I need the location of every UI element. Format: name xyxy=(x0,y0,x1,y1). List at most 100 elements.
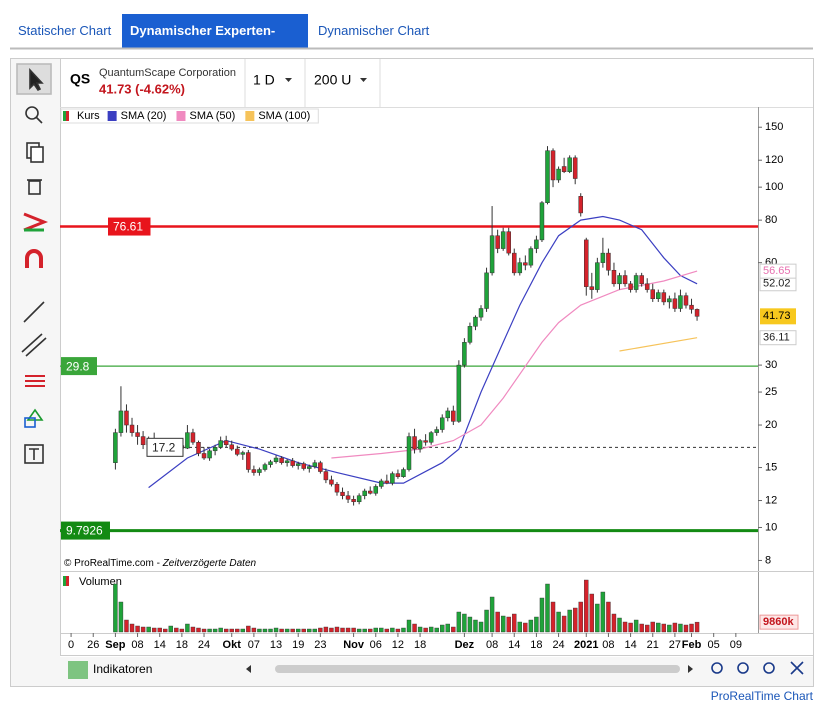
tool-line[interactable] xyxy=(23,301,45,323)
candle-body xyxy=(694,309,700,317)
y-tick-label: 150 xyxy=(765,121,783,133)
tool-delete[interactable] xyxy=(28,180,41,195)
candle-body xyxy=(367,490,373,494)
candle-body xyxy=(523,262,528,266)
last-price-tag xyxy=(760,308,796,325)
volume-bar xyxy=(379,627,384,633)
x-tick-label: 26 xyxy=(87,639,99,651)
candle-body xyxy=(218,440,223,448)
zoom-out[interactable] xyxy=(737,662,749,674)
volume-bar xyxy=(146,626,151,633)
toolbar xyxy=(11,59,60,686)
candle-body xyxy=(633,275,639,290)
candle-body xyxy=(401,469,406,477)
zoom-tools xyxy=(711,661,804,675)
volume-bar xyxy=(556,611,561,633)
legend-label: SMA (100) xyxy=(258,110,310,122)
volume-bar xyxy=(135,625,140,633)
candle-body xyxy=(484,272,489,309)
y-tick-label: 100 xyxy=(765,181,783,193)
volume-bar xyxy=(434,627,439,633)
candle-body xyxy=(550,150,556,181)
zoom-in[interactable] xyxy=(763,662,775,674)
volume-bar xyxy=(512,613,517,633)
volume-bar xyxy=(489,596,495,633)
x-tick-label: 06 xyxy=(370,639,382,651)
volume-bar xyxy=(694,621,700,633)
x-tick-label: 24 xyxy=(552,639,564,651)
brand-link[interactable]: ProRealTime Chart xyxy=(711,689,814,703)
y-tick-label: 12 xyxy=(765,494,777,506)
y-tick-label: 120 xyxy=(765,154,783,166)
tool-zoom[interactable] xyxy=(25,106,39,120)
tool-text[interactable] xyxy=(24,444,44,464)
volume-bar xyxy=(495,611,500,633)
tool-trend[interactable] xyxy=(23,212,49,232)
candle-body xyxy=(423,440,428,443)
candle-body xyxy=(672,298,678,309)
tab[interactable]: Statischer Chart xyxy=(18,23,112,38)
candle-body xyxy=(373,486,379,494)
candle-body xyxy=(462,342,467,366)
candle-body xyxy=(473,316,478,327)
volume-bar xyxy=(661,623,667,633)
volume-bar xyxy=(584,579,589,633)
volume-bar xyxy=(633,619,639,633)
scrollbar[interactable] xyxy=(275,665,680,673)
x-tick-label: 18 xyxy=(414,639,426,651)
tab-active[interactable]: Dynamischer Experten-Chart xyxy=(122,14,308,72)
candle-body xyxy=(417,440,423,450)
volume-bar xyxy=(683,624,689,633)
volume-bar xyxy=(484,609,489,633)
candle-body xyxy=(384,480,390,484)
candle-body xyxy=(667,298,672,303)
candle-body xyxy=(273,457,279,463)
level-label-box xyxy=(61,521,110,540)
volume-bar xyxy=(412,623,417,633)
volume-bar xyxy=(600,591,606,633)
candle-body xyxy=(201,453,207,459)
indicators-button[interactable]: Indikatoren xyxy=(93,662,152,676)
copyright-note: Zeitverzögerte Daten xyxy=(162,558,257,569)
candle-body xyxy=(223,440,229,446)
candle-body xyxy=(140,436,146,446)
volume-bar xyxy=(395,628,401,633)
candle-body xyxy=(656,292,661,299)
candle-body xyxy=(644,283,650,290)
zoom-out[interactable] xyxy=(711,662,723,674)
volume-bar xyxy=(229,628,234,633)
volume-bar xyxy=(589,593,595,633)
volume-bar xyxy=(523,622,528,633)
x-tick-label: 24 xyxy=(198,639,210,651)
candle-body xyxy=(622,275,628,285)
toolbar-icons xyxy=(16,63,52,464)
candle-body xyxy=(390,473,395,484)
interval[interactable]: 1 D xyxy=(253,72,275,88)
candle-body xyxy=(584,239,589,287)
candle-body xyxy=(235,448,240,455)
volume-bar xyxy=(307,628,312,633)
candle-body xyxy=(284,460,290,463)
candle-body xyxy=(379,480,384,487)
company-name: QuantumScape Corporation xyxy=(99,67,236,79)
volume-bar xyxy=(312,628,318,633)
fullscreen[interactable] xyxy=(790,661,804,675)
candle-body xyxy=(190,432,196,443)
dropdown-arrow xyxy=(285,78,292,82)
candle-body xyxy=(428,432,434,443)
volume-bar xyxy=(445,623,450,633)
candle-body xyxy=(118,410,124,433)
tab[interactable]: Dynamischer Chart xyxy=(318,23,430,38)
volume-bar xyxy=(235,628,240,633)
volume-bar xyxy=(451,626,456,633)
tool-magnet[interactable] xyxy=(25,249,43,268)
candle-body xyxy=(506,231,511,254)
units[interactable]: 200 U xyxy=(314,72,351,88)
value-tag-label: 36.11 xyxy=(763,332,790,344)
volume-bar xyxy=(550,601,556,633)
candle-body xyxy=(567,157,572,172)
volume-bar xyxy=(262,628,268,633)
tool-channel[interactable] xyxy=(21,333,43,353)
x-tick-label: 07 xyxy=(248,639,260,651)
tool-fibo[interactable] xyxy=(25,375,45,387)
